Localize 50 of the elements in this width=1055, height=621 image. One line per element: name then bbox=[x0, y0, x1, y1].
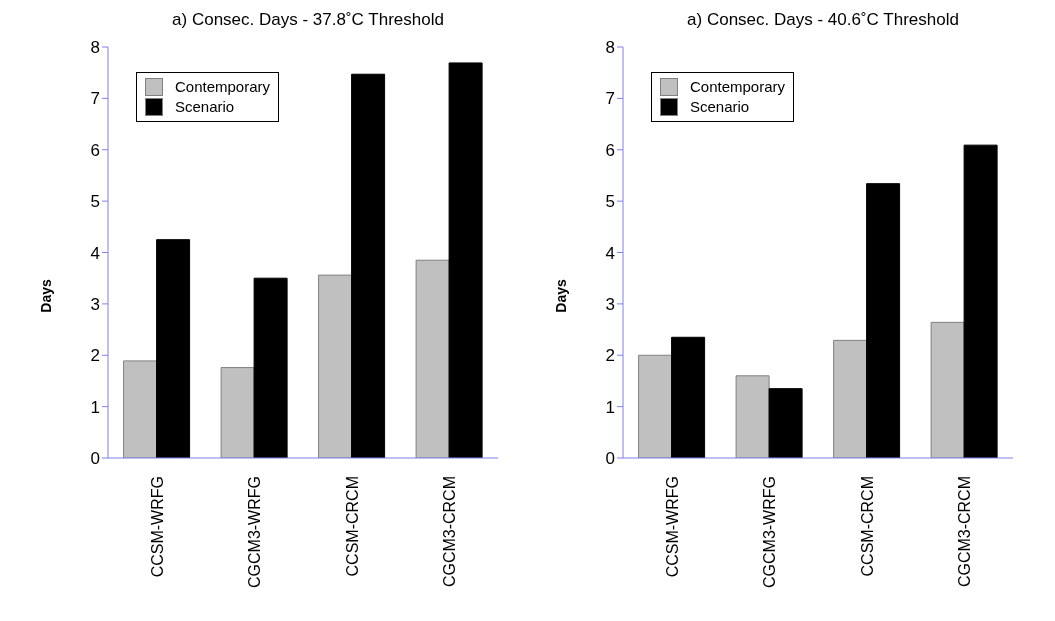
legend-label: Contemporary bbox=[175, 77, 271, 97]
legend-label: Contemporary bbox=[690, 77, 786, 97]
bar bbox=[930, 321, 965, 458]
y-axis-title: Days bbox=[38, 278, 54, 315]
y-tick-label: 5 bbox=[90, 192, 100, 212]
bar bbox=[318, 274, 353, 458]
y-tick-label: 4 bbox=[605, 243, 615, 263]
y-tick-label: 1 bbox=[90, 397, 100, 417]
bar bbox=[415, 259, 450, 458]
x-tick-label: CCSM-WRFG bbox=[663, 476, 681, 578]
bar bbox=[448, 62, 483, 458]
bar bbox=[833, 339, 868, 458]
y-tick-label: 0 bbox=[605, 449, 615, 469]
bar bbox=[671, 336, 706, 458]
bar bbox=[866, 183, 901, 458]
bar bbox=[220, 367, 255, 458]
x-tick-label: CGCM3-WRFG bbox=[246, 476, 264, 588]
y-tick-label: 1 bbox=[605, 397, 615, 417]
y-tick-label: 0 bbox=[90, 449, 100, 469]
y-tick-label: 7 bbox=[605, 89, 615, 109]
chart-title: a) Consec. Days - 37.8˚C Threshold bbox=[171, 10, 445, 30]
bar bbox=[963, 144, 998, 458]
y-tick-label: 8 bbox=[90, 38, 100, 58]
x-tick-label: CGCM3-CRCM bbox=[956, 476, 974, 588]
y-axis-title: Days bbox=[553, 278, 569, 315]
y-tick-label: 2 bbox=[605, 346, 615, 366]
legend-label: Scenario bbox=[175, 97, 235, 117]
y-tick-label: 4 bbox=[90, 243, 100, 263]
y-tick-label: 6 bbox=[605, 140, 615, 160]
bar bbox=[351, 73, 386, 458]
x-tick-label: CCSM-WRFG bbox=[148, 476, 166, 578]
bar bbox=[638, 354, 673, 458]
bar bbox=[735, 375, 770, 458]
y-tick-label: 5 bbox=[605, 192, 615, 212]
bar bbox=[768, 388, 803, 458]
x-tick-label: CGCM3-WRFG bbox=[761, 476, 779, 588]
x-tick-label: CCSM-CRCM bbox=[343, 476, 361, 577]
y-tick-label: 8 bbox=[605, 38, 615, 58]
chart-title: a) Consec. Days - 40.6˚C Threshold bbox=[686, 10, 960, 30]
y-tick-label: 7 bbox=[90, 89, 100, 109]
bar bbox=[253, 277, 288, 458]
y-tick-label: 3 bbox=[605, 294, 615, 314]
y-tick-label: 6 bbox=[90, 140, 100, 160]
y-tick-label: 2 bbox=[90, 346, 100, 366]
bar bbox=[156, 239, 191, 458]
y-tick-label: 3 bbox=[90, 294, 100, 314]
legend-label: Scenario bbox=[690, 97, 750, 117]
bar bbox=[123, 360, 158, 458]
x-tick-label: CCSM-CRCM bbox=[858, 476, 876, 577]
x-tick-label: CGCM3-CRCM bbox=[441, 476, 459, 588]
